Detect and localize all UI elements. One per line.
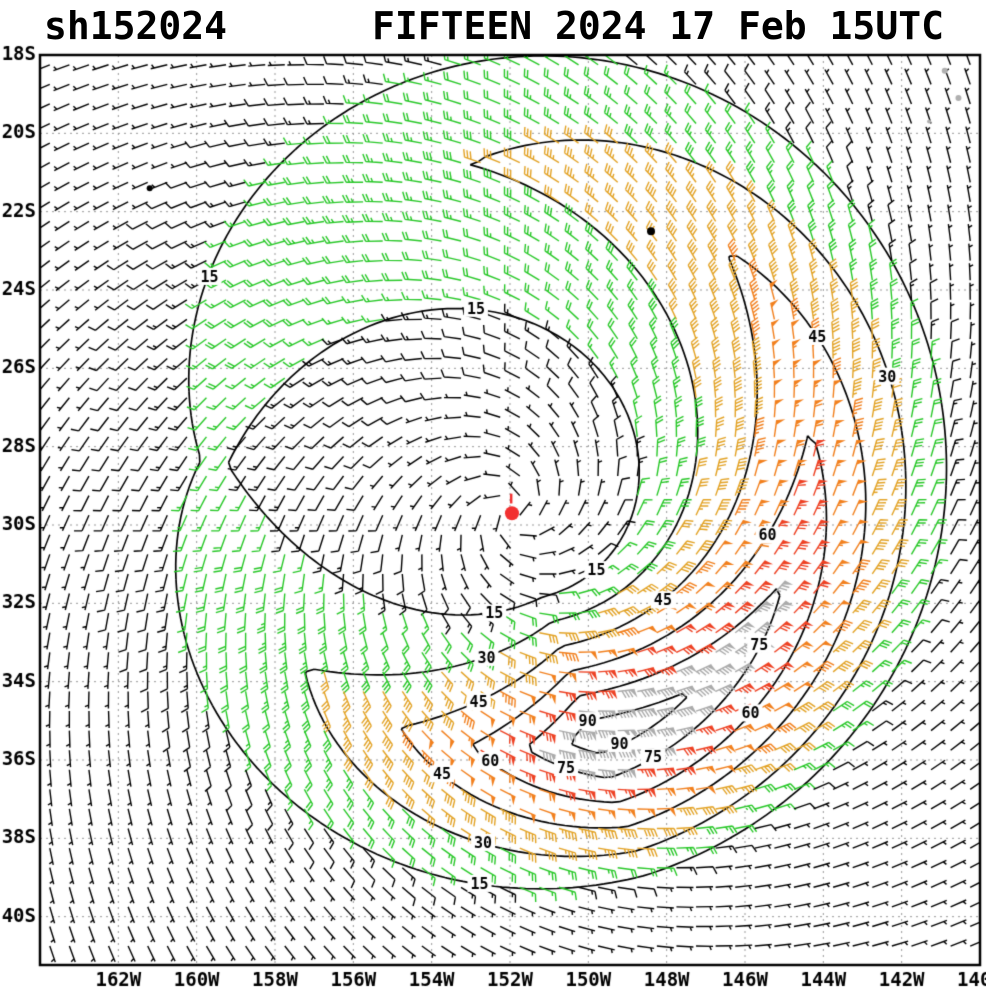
storm-name-datetime: FIFTEEN 2024 17 Feb 15UTC (372, 4, 944, 48)
figure-title: sh152024 FIFTEEN 2024 17 Feb 15UTC (0, 4, 986, 52)
storm-id: sh152024 (44, 4, 228, 48)
